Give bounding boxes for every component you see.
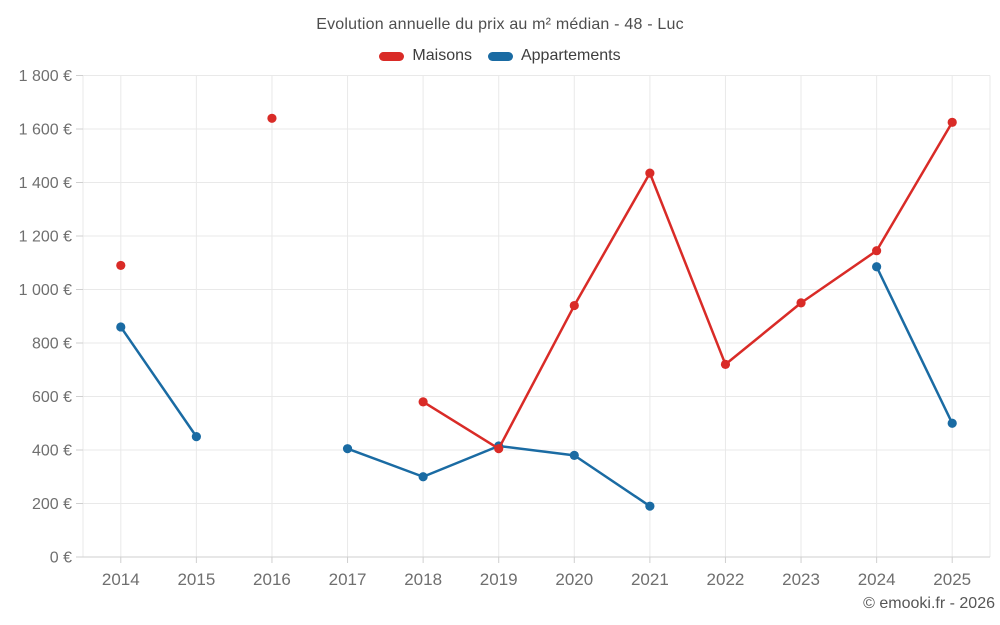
legend-item-appartements[interactable]: Appartements	[487, 47, 621, 65]
data-point-maisons-2022[interactable]	[720, 359, 731, 369]
data-point-appartements-2025[interactable]	[947, 418, 957, 428]
copyright-text: © emooki.fr - 2026	[863, 595, 995, 612]
x-tick-label: 2020	[555, 570, 593, 589]
x-tick-label: 2024	[858, 570, 896, 589]
data-point-appartements-2017[interactable]	[342, 444, 353, 454]
data-point-maisons-2018[interactable]	[418, 397, 428, 407]
y-tick-label: 1 000 €	[19, 282, 72, 299]
data-point-appartements-2018[interactable]	[418, 472, 428, 482]
x-tick-label: 2021	[631, 570, 669, 589]
data-point-maisons-2014[interactable]	[116, 260, 126, 271]
y-tick-label: 800 €	[32, 336, 72, 353]
legend-item-maisons[interactable]: Maisons	[379, 47, 472, 65]
series-line-appartements	[119, 325, 198, 438]
data-point-maisons-2024[interactable]	[872, 246, 882, 256]
x-tick-label: 2025	[933, 570, 971, 589]
y-tick-label: 200 €	[32, 496, 72, 513]
series-line-appartements	[875, 265, 954, 425]
y-tick-label: 1 800 €	[19, 68, 72, 85]
data-point-maisons-2025[interactable]	[947, 117, 957, 127]
data-point-maisons-2020[interactable]	[569, 300, 579, 311]
data-point-appartements-2020[interactable]	[569, 450, 579, 460]
x-tick-label: 2017	[329, 570, 367, 589]
x-tick-label: 2023	[782, 570, 820, 589]
y-tick-label: 1 200 €	[19, 229, 72, 246]
x-tick-label: 2019	[480, 570, 518, 589]
y-tick-label: 400 €	[32, 443, 72, 460]
data-point-appartements-2014[interactable]	[116, 322, 126, 332]
series-line-maisons	[421, 121, 954, 450]
data-point-maisons-2023[interactable]	[796, 298, 806, 308]
legend-label-appartements: Appartements	[520, 47, 621, 64]
legend-swatch-appartements-icon	[487, 51, 513, 61]
y-tick-label: 600 €	[32, 389, 72, 406]
data-point-appartements-2015[interactable]	[191, 432, 201, 442]
data-point-appartements-2024[interactable]	[872, 262, 882, 272]
chart-legend: Maisons Appartements	[0, 45, 1000, 67]
legend-swatch-maisons-icon	[379, 51, 405, 61]
x-tick-label: 2014	[102, 570, 140, 589]
x-tick-label: 2018	[404, 570, 442, 589]
data-point-appartements-2021[interactable]	[645, 501, 655, 511]
y-tick-label: 1 600 €	[19, 122, 72, 139]
chart-title: Evolution annuelle du prix au m² médian …	[316, 16, 684, 33]
y-tick-label: 1 400 €	[19, 175, 72, 192]
data-point-maisons-2016[interactable]	[267, 113, 277, 123]
x-tick-label: 2022	[707, 570, 745, 589]
data-point-maisons-2019[interactable]	[494, 444, 504, 454]
legend-label-maisons: Maisons	[412, 47, 472, 64]
data-point-maisons-2021[interactable]	[645, 168, 655, 178]
x-tick-label: 2016	[253, 570, 291, 589]
x-tick-label: 2015	[177, 570, 215, 589]
y-tick-label: 0 €	[50, 550, 72, 567]
